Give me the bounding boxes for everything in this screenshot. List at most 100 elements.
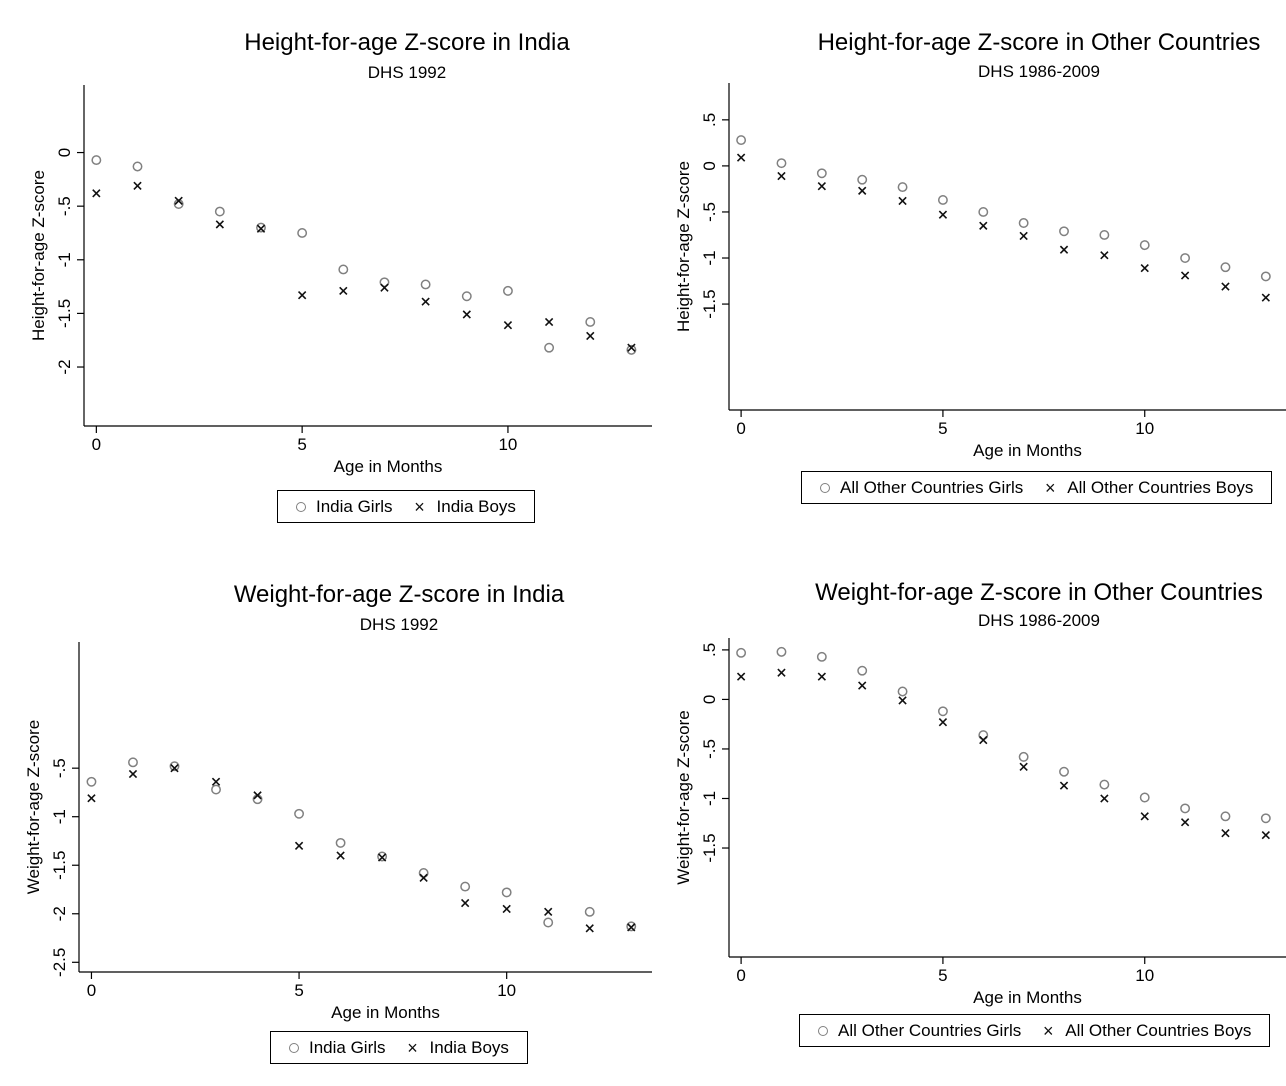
legend-label: All Other Countries Boys [1067, 477, 1254, 497]
point-x [1059, 245, 1069, 254]
point-x [377, 853, 387, 862]
x-marker-icon: × [407, 1037, 418, 1058]
chart-svg: Height-for-age Z-score in Other Countrie… [674, 29, 1286, 460]
x-tick-label: 5 [938, 419, 947, 438]
point-circle [776, 158, 787, 169]
chart-title: Height-for-age Z-score in India [244, 29, 570, 56]
point-x [627, 343, 636, 352]
point-circle [776, 646, 787, 657]
point-x [544, 317, 554, 327]
y-tick-label: -1 [700, 791, 719, 806]
legend-label: India Girls [316, 496, 393, 516]
y-tick-label: -1.5 [700, 289, 719, 318]
point-x [503, 321, 513, 330]
point-circle [1059, 226, 1069, 237]
point-circle [1260, 271, 1271, 282]
point-x [777, 171, 786, 181]
point-x [1180, 271, 1190, 280]
y-tick-label: -1 [700, 250, 719, 265]
y-tick-label: -.5 [700, 739, 719, 759]
point-circle [857, 665, 868, 676]
x-tick-label: 5 [294, 981, 303, 1000]
x-tick-label: 5 [938, 966, 947, 985]
x-tick-label: 10 [1135, 419, 1154, 438]
point-circle [857, 174, 868, 185]
point-circle [543, 917, 554, 928]
y-tick-label: -1.5 [700, 833, 719, 862]
y-tick-label: 0 [55, 148, 74, 157]
point-x [294, 841, 304, 850]
point-circle [1018, 218, 1029, 228]
point-circle [214, 206, 225, 217]
point-circle [937, 195, 948, 205]
point-x [1261, 293, 1270, 302]
legend-entry-girls: All Other Countries Girls [820, 478, 1023, 498]
y-tick-label: -1 [55, 252, 74, 267]
y-tick-label: -2 [50, 906, 69, 921]
y-tick-label: -2.5 [50, 948, 69, 977]
point-x [736, 672, 746, 681]
point-x [462, 310, 471, 319]
point-circle [132, 161, 143, 172]
chart-title: Weight-for-age Z-score in Other Countrie… [815, 579, 1263, 606]
y-tick-label: -.5 [55, 196, 74, 216]
point-circle [460, 881, 471, 892]
chart-subtitle: DHS 1992 [360, 615, 438, 634]
point-circle [1059, 766, 1069, 777]
circle-marker-icon [820, 482, 830, 493]
point-circle [736, 135, 747, 146]
legend-entry-girls: India Girls [296, 497, 393, 517]
point-x [817, 672, 826, 681]
point-circle [1099, 779, 1110, 790]
legend-entry-boys: × India Boys [404, 1038, 509, 1058]
point-circle [626, 921, 637, 932]
circle-marker-icon [296, 501, 306, 512]
chart-panel-weight-other: Weight-for-age Z-score in Other Countrie… [659, 562, 1286, 1072]
point-circle [211, 784, 221, 795]
point-circle [256, 222, 266, 233]
y-axis-label: Weight-for-age Z-score [674, 710, 693, 884]
x-marker-icon: × [414, 496, 425, 517]
chart-subtitle: DHS 1992 [368, 63, 446, 82]
point-circle [297, 228, 308, 238]
x-axis-label: Age in Months [334, 457, 443, 476]
point-x [1261, 830, 1270, 840]
legend-entry-girls: India Girls [289, 1038, 386, 1058]
point-x [92, 189, 101, 198]
legend-entry-girls: All Other Countries Girls [818, 1021, 1021, 1041]
point-x [1221, 282, 1230, 291]
point-circle [978, 207, 989, 217]
point-circle [816, 168, 827, 179]
y-tick-label: -.5 [700, 202, 719, 222]
point-circle [338, 264, 349, 275]
point-circle [1220, 811, 1231, 822]
chart-panel-weight-india: Weight-for-age Z-score in India DHS 1992 0… [7, 562, 652, 1082]
y-axis-label: Weight-for-age Z-score [24, 720, 43, 894]
point-x [777, 668, 786, 677]
point-x [627, 923, 636, 932]
point-x [502, 904, 511, 914]
point-x [256, 224, 266, 233]
point-x [1140, 812, 1149, 821]
point-x [586, 331, 595, 341]
y-tick-label: .5 [700, 643, 719, 657]
chart-subtitle: DHS 1986-2009 [978, 62, 1100, 81]
point-circle [377, 851, 388, 862]
y-axis-label: Height-for-age Z-score [29, 170, 48, 341]
legend-label: All Other Countries Boys [1065, 1020, 1252, 1040]
point-x [419, 873, 428, 883]
x-tick-label: 0 [92, 435, 101, 454]
point-x [1019, 762, 1028, 771]
legend-label: All Other Countries Girls [840, 477, 1024, 497]
point-circle [585, 317, 596, 327]
legend-entry-boys: × All Other Countries Boys [1039, 1021, 1251, 1041]
point-x [1100, 251, 1109, 260]
point-circle [169, 761, 180, 772]
point-circle [816, 651, 827, 662]
legend-label: India Boys [436, 496, 516, 516]
point-x [133, 181, 142, 190]
point-x [898, 196, 907, 206]
x-tick-label: 10 [1135, 966, 1154, 985]
point-x [211, 777, 221, 786]
point-x [938, 210, 948, 219]
